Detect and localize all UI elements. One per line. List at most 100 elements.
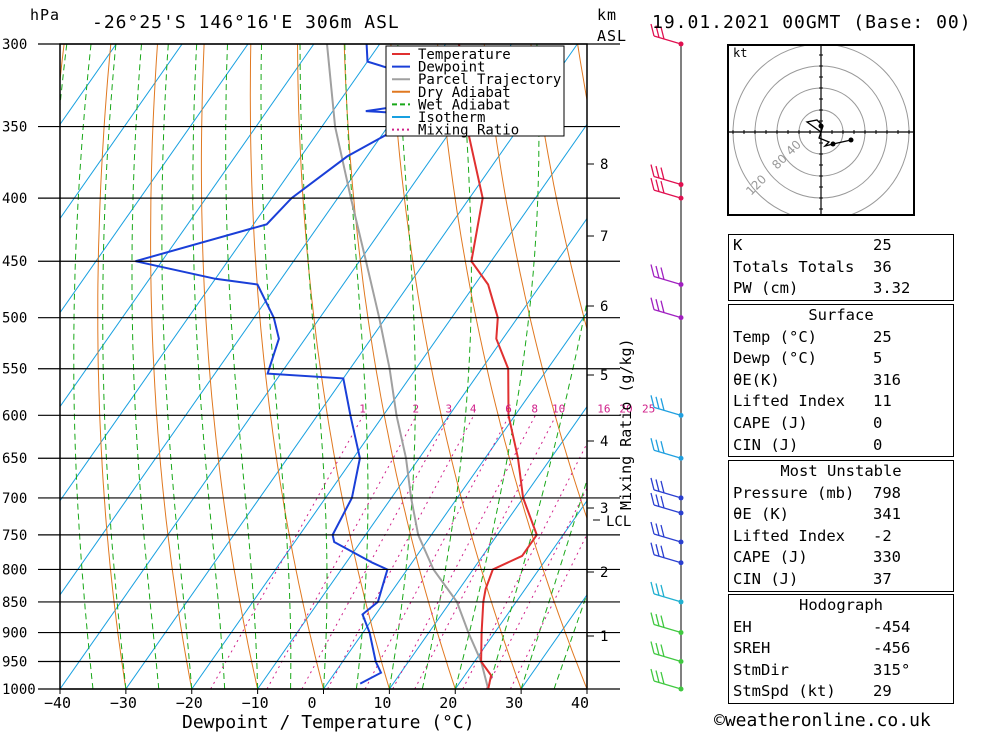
- x-tick-label: −20: [176, 694, 203, 712]
- indices-table: K 25 Totals Totals 36 PW (cm) 3.32: [728, 234, 954, 301]
- wind-barb-flag: [650, 477, 655, 491]
- wind-barb-flag: [650, 612, 655, 625]
- pressure-label: 750: [2, 528, 27, 544]
- wind-barb-flag: [660, 615, 665, 628]
- wind-barb-flag: [660, 584, 665, 598]
- dry-adiabat: [200, 44, 259, 689]
- isotherm-line: [60, 44, 249, 314]
- hodograph-title: Hodograph: [799, 596, 883, 614]
- index-row-k: K 25: [733, 236, 892, 254]
- wind-barb-shaft: [653, 189, 682, 199]
- x-tick-label: −30: [110, 694, 137, 712]
- pressure-label: 450: [2, 254, 27, 270]
- wind-barb-flag: [660, 398, 665, 411]
- hodograph-trace: [805, 119, 852, 148]
- wind-barb-flag: [655, 523, 660, 536]
- isotherm-line: [257, 217, 587, 689]
- wind-barb-flag: [655, 299, 660, 312]
- most-unstable-title: Most Unstable: [780, 462, 902, 480]
- wind-barb-shaft: [653, 175, 682, 186]
- wind-barb-flag: [655, 479, 660, 492]
- dry-adiabat: [343, 44, 456, 689]
- mixing-ratio-label: 8: [531, 402, 538, 415]
- wind-barb-flag: [650, 492, 655, 506]
- hodograph-point: [818, 123, 824, 129]
- pressure-label: 300: [2, 37, 27, 53]
- wind-barb-flag: [650, 542, 655, 555]
- km-label: 2: [600, 565, 608, 581]
- legend-entry: Isotherm: [418, 110, 485, 126]
- wet-adiabat: [161, 44, 193, 689]
- km-label: km: [597, 6, 618, 24]
- mu-label: Pressure (mb): [733, 483, 855, 502]
- datetime-label: 19.01.2021 00GMT (Base: 00): [652, 12, 972, 33]
- hodograph-unit: kt: [733, 46, 748, 60]
- isotherm-line: [60, 44, 447, 596]
- pressure-label: 850: [2, 595, 27, 611]
- wind-barb-flag: [655, 642, 660, 656]
- wet-adiabat: [388, 44, 416, 689]
- mu-label: θE (K): [733, 505, 789, 524]
- pressure-label: 650: [2, 451, 27, 467]
- pressure-label: 900: [2, 626, 27, 642]
- wind-barb-flag: [655, 179, 660, 192]
- wind-barb-shaft: [653, 35, 682, 45]
- mixing-ratio-line: [266, 415, 417, 689]
- wet-adiabat: [73, 44, 94, 689]
- wind-barb-shaft: [653, 449, 682, 459]
- km-label: 6: [600, 299, 608, 315]
- mu-value: 341: [873, 505, 901, 524]
- wind-barb-flag: [660, 495, 665, 509]
- hodograph-panel: 40 80 120 kt: [727, 43, 915, 221]
- surface-title: Surface: [808, 306, 874, 324]
- wind-barb-flag: [655, 494, 660, 507]
- isotherm-line: [60, 44, 381, 502]
- x-axis-label: Dewpoint / Temperature (°C): [182, 712, 475, 733]
- mu-label: CIN (J): [733, 569, 799, 588]
- isotherm-line: [60, 44, 183, 220]
- km-label: 8: [600, 157, 608, 173]
- mu-value: -2: [873, 526, 892, 545]
- isotherm-line: [125, 44, 578, 689]
- isotherm-line: [454, 499, 587, 689]
- wind-barb-flag: [650, 521, 655, 535]
- surface-label: Lifted Index: [733, 392, 845, 411]
- mixing-ratio-label: 6: [505, 402, 512, 415]
- wind-barb-flag: [650, 641, 655, 654]
- surface-value: 5: [873, 349, 883, 368]
- lcl-label: LCL: [606, 514, 631, 530]
- mixing-ratio-line: [327, 415, 475, 689]
- km-label: 1: [600, 629, 608, 645]
- wind-barb-flag: [660, 480, 665, 494]
- x-tick-label: 10: [373, 694, 391, 712]
- wind-barb-flag: [660, 180, 665, 194]
- mu-label: Lifted Index: [733, 526, 845, 545]
- mixing-ratio-label: 4: [470, 402, 477, 415]
- isotherm-line: [60, 44, 315, 408]
- wind-barb-shaft: [653, 489, 682, 499]
- mixing-ratio-label: 3: [446, 402, 453, 415]
- surface-label: Temp (°C): [733, 327, 817, 346]
- wind-barb-flag: [650, 668, 655, 682]
- legend-entry: Temperature: [418, 47, 511, 63]
- km-label: 4: [600, 434, 608, 450]
- mu-value: 798: [873, 483, 901, 502]
- surface-value: 11: [873, 392, 892, 411]
- wind-barb-flag: [655, 583, 660, 596]
- dry-adiabat: [437, 44, 587, 689]
- km-label: 3: [600, 501, 608, 517]
- pressure-label: 1000: [2, 682, 36, 698]
- wind-barb-flag: [660, 26, 665, 40]
- wind-barb-shaft: [653, 652, 682, 663]
- hpa-label: hPa: [30, 6, 61, 24]
- wind-barb-shaft: [653, 275, 682, 286]
- x-tick-label: 40: [571, 694, 589, 712]
- legend-entry: Mixing Ratio: [418, 123, 519, 139]
- pressure-label: 550: [2, 362, 27, 378]
- wind-barb-shaft: [653, 406, 682, 416]
- surface-label: CIN (J): [733, 435, 799, 454]
- dry-adiabat: [951, 44, 1000, 689]
- mixing-ratio-line: [301, 415, 450, 689]
